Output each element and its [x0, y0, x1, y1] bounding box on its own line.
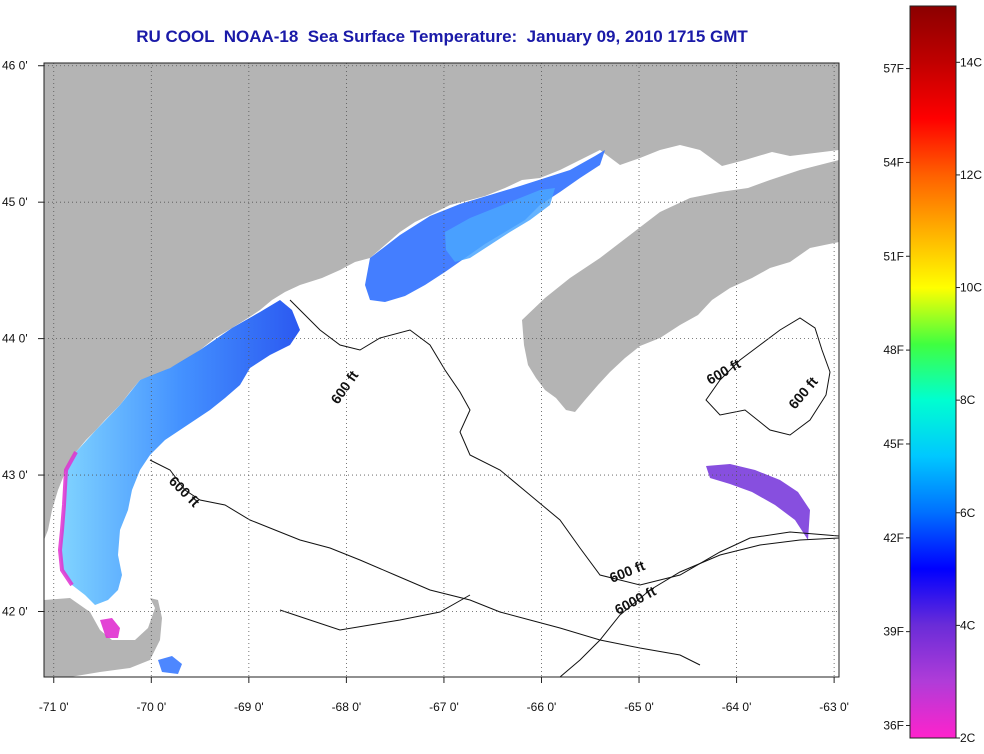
colorbar-celsius-label: 4C [960, 618, 976, 632]
lon-tick-label: -63 0' [819, 700, 849, 714]
lat-tick-label: 43 0' [2, 468, 28, 482]
bathymetry-contour-6000ft [559, 537, 839, 677]
colorbar-celsius-label: 6C [960, 506, 976, 520]
lat-tick-label: 46 0' [2, 59, 28, 73]
lon-tick-label: -66 0' [527, 700, 557, 714]
land-nova-scotia [522, 160, 839, 412]
colorbar-scale [909, 5, 957, 739]
plot-frame [43, 62, 840, 678]
lat-tick-label: 45 0' [2, 195, 28, 209]
sst-patch-nantucket [158, 656, 182, 674]
colorbar-fahrenheit-label: 51F [883, 249, 904, 263]
sst-patch-western-coast [60, 300, 300, 605]
map-title: RU COOL NOAA-18 Sea Surface Temperature:… [136, 27, 748, 46]
lon-tick-label: -71 0' [39, 700, 69, 714]
land-mainland [44, 63, 839, 540]
lon-tick-label: -67 0' [429, 700, 459, 714]
colorbar-fahrenheit-label: 39F [883, 625, 904, 639]
sst-patch-fundy [445, 188, 555, 262]
colorbar-celsius-label: 8C [960, 393, 976, 407]
colorbar-celsius-label: 14C [960, 55, 982, 69]
lon-tick-label: -69 0' [234, 700, 264, 714]
bathymetry-contour-600ft-west [149, 459, 701, 666]
colorbar-fahrenheit-label: 42F [883, 531, 904, 545]
colorbar-fahrenheit-label: 54F [883, 155, 904, 169]
colorbar-celsius-label: 10C [960, 281, 982, 295]
colorbar-fahrenheit-label: 36F [883, 718, 904, 732]
bathymetry-contour-600ft-central [289, 299, 839, 586]
lat-tick-label: 44 0' [2, 332, 28, 346]
gridlines [44, 63, 839, 677]
colorbar-fahrenheit-label: 48F [883, 343, 904, 357]
sst-patch-cape-cod-bay [100, 618, 120, 638]
sst-patch-magenta-edge [57, 451, 78, 587]
colorbar-celsius-label: 12C [960, 168, 982, 182]
latitude-axis: 42 0' 43 0' 44 0' 45 0' 46 0' [2, 59, 44, 619]
colorbar-fahrenheit-label: 57F [883, 62, 904, 76]
lon-tick-label: -68 0' [332, 700, 362, 714]
lon-tick-label: -70 0' [136, 700, 166, 714]
colorbar-celsius-label: 2C [960, 731, 976, 745]
colorbar: 14C 12C 10C 8C 6C 4C 2C 57F 54F 51F 48F 45F 42F 39F 36… [883, 5, 982, 745]
sst-patch-scotian-shelf [706, 464, 810, 540]
land-cape-cod [44, 598, 162, 677]
bathymetry-contour-600ft-east [705, 317, 831, 436]
lon-tick-label: -65 0' [624, 700, 654, 714]
lon-tick-label: -64 0' [722, 700, 752, 714]
longitude-axis: -71 0' -70 0' -69 0' -68 0' -67 0' -66 0' -65 … [39, 677, 849, 714]
bathymetry-contour-georges [279, 594, 471, 631]
colorbar-fahrenheit-label: 45F [883, 437, 904, 451]
lat-tick-label: 42 0' [2, 605, 28, 619]
